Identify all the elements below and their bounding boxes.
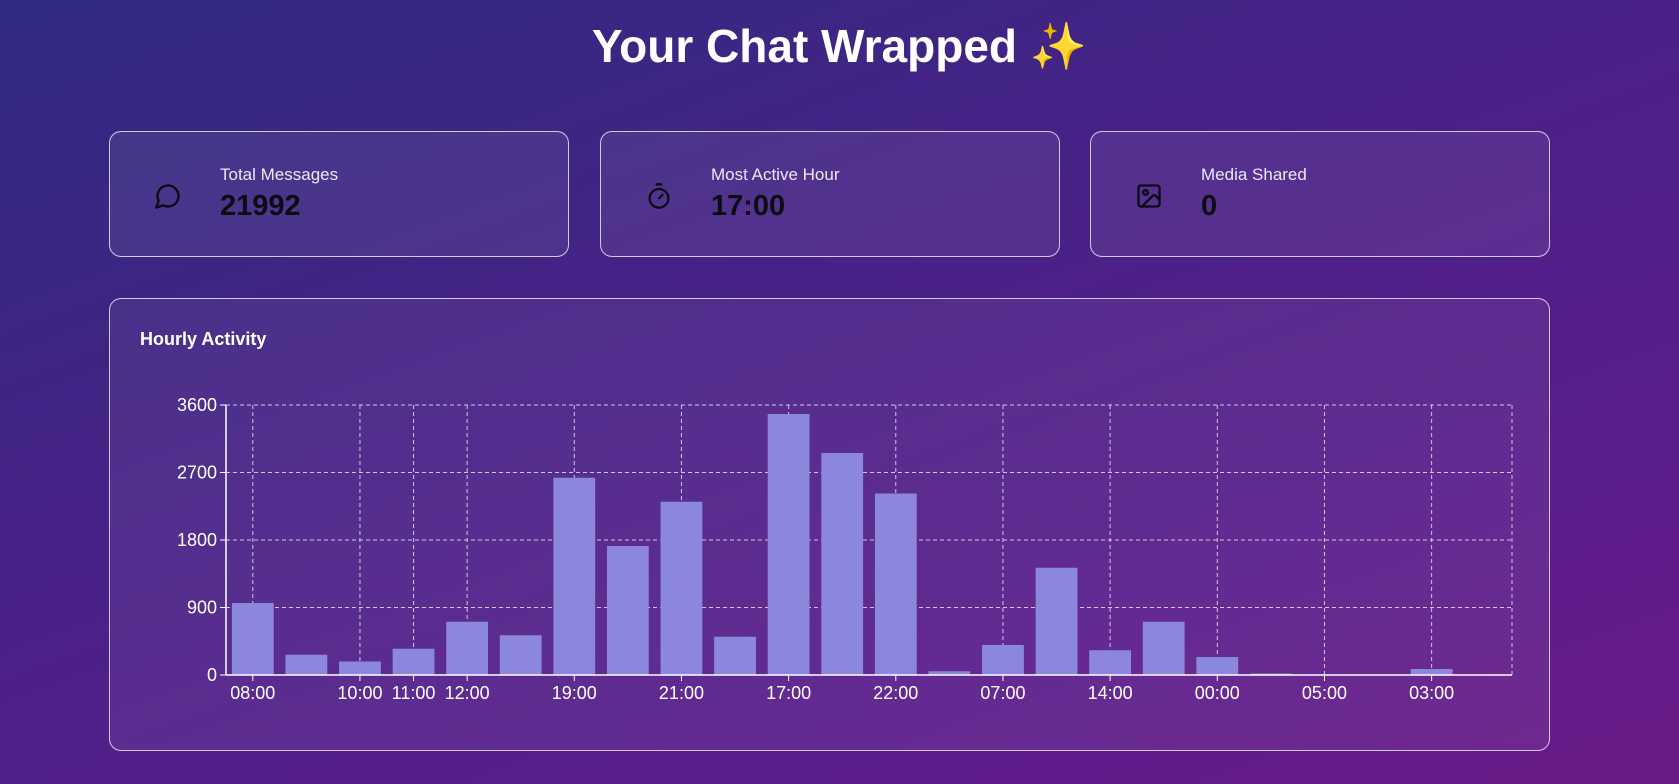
page-title: Your Chat Wrapped ✨ — [0, 16, 1679, 76]
x-tick-label: 22:00 — [873, 683, 918, 703]
bar — [285, 654, 328, 675]
x-tick-label: 19:00 — [552, 683, 597, 703]
stat-value: 21992 — [220, 190, 301, 222]
bar — [1196, 657, 1239, 675]
x-tick-label: 17:00 — [766, 683, 811, 703]
x-tick-label: 00:00 — [1195, 683, 1240, 703]
y-tick-label: 0 — [207, 665, 217, 685]
stat-label: Most Active Hour — [711, 165, 840, 184]
bar — [606, 546, 649, 675]
stat-label: Media Shared — [1201, 165, 1307, 184]
bar — [928, 671, 971, 675]
stat-label: Total Messages — [220, 165, 339, 184]
bar — [874, 493, 917, 675]
media-shared-card: Media Shared 0 — [1090, 131, 1550, 257]
x-tick-label: 07:00 — [980, 683, 1025, 703]
timer-icon — [648, 183, 670, 209]
bar — [339, 661, 381, 675]
hourly-activity-chart: 0 900 1800 2700 3600 08:00 10:00 11:00 12:00 19:0… — [177, 395, 1513, 703]
hourly-activity-card: Hourly Activity 0 900 1800 2700 3600 08:00 10:… — [109, 298, 1550, 751]
bar — [767, 414, 810, 675]
most-active-hour-card: Most Active Hour 17:00 — [600, 131, 1060, 257]
x-tick-label: 11:00 — [392, 683, 436, 703]
stat-value: 17:00 — [711, 190, 786, 222]
bar — [1089, 650, 1132, 675]
bar — [446, 621, 489, 675]
message-circle-icon — [155, 184, 180, 209]
y-tick-label: 900 — [187, 598, 217, 618]
bar — [553, 477, 596, 675]
x-tick-label: 05:00 — [1302, 683, 1347, 703]
x-tick-label: 03:00 — [1409, 683, 1454, 703]
x-tick-label: 14:00 — [1088, 683, 1133, 703]
x-tick-label: 08:00 — [230, 683, 275, 703]
bar — [714, 636, 756, 675]
bar — [1035, 567, 1078, 675]
bar — [392, 648, 435, 675]
y-tick-label: 2700 — [177, 463, 217, 483]
image-icon — [1137, 184, 1161, 208]
stat-value: 0 — [1201, 190, 1218, 222]
bar — [1142, 621, 1185, 675]
page-title-text: Your Chat Wrapped — [591, 20, 1018, 72]
bar — [1410, 669, 1453, 675]
sparkles-icon: ✨ — [1029, 20, 1088, 72]
y-tick-label: 3600 — [177, 395, 217, 415]
chart-title: Hourly Activity — [140, 329, 267, 349]
bar — [660, 501, 703, 675]
y-tick-label: 1800 — [177, 530, 217, 550]
total-messages-card: Total Messages 21992 — [109, 131, 569, 257]
bar — [231, 603, 274, 675]
bar — [982, 645, 1024, 675]
x-tick-label: 21:00 — [659, 683, 704, 703]
bar — [821, 453, 864, 675]
x-tick-label: 12:00 — [445, 683, 490, 703]
bar — [499, 635, 542, 675]
x-tick-label: 10:00 — [337, 683, 382, 703]
